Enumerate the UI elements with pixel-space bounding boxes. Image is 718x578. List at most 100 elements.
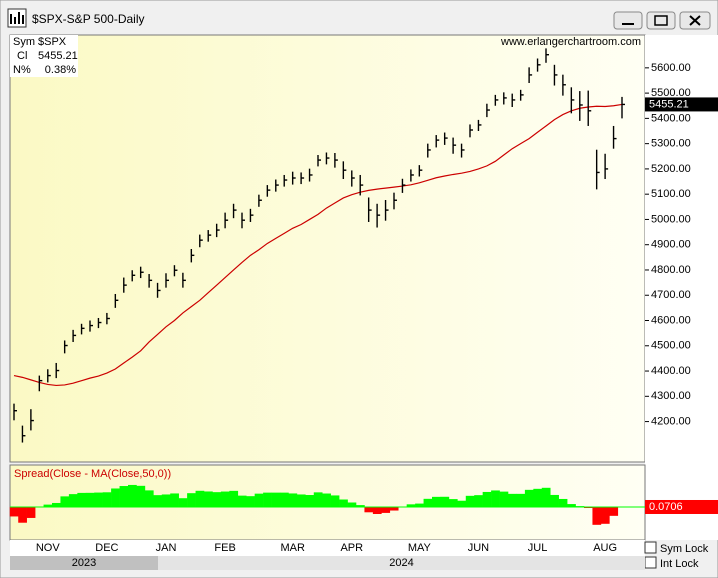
checkbox[interactable] — [644, 556, 657, 569]
spread-bar — [26, 506, 36, 518]
spread-bar — [128, 484, 137, 507]
spread-bar — [313, 492, 323, 507]
x-tick-label: APR — [340, 542, 363, 554]
spread-bar — [389, 506, 399, 511]
spread-bar — [457, 500, 467, 507]
spread-bar — [119, 486, 129, 507]
spread-bar — [584, 506, 593, 509]
spread-bar — [212, 492, 222, 507]
spread-bar — [508, 493, 517, 507]
spread-bar — [524, 489, 534, 507]
spread-bar — [474, 495, 483, 507]
x-tick-label: MAR — [280, 542, 305, 554]
app-icon-glyph — [10, 12, 24, 24]
checkbox[interactable] — [644, 541, 657, 554]
last-spread-label: 0.0706 — [649, 501, 683, 513]
int-lock[interactable]: Int Lock — [644, 556, 699, 570]
y-tick-label: 4600.00 — [651, 314, 691, 326]
last-spread-box — [645, 499, 718, 514]
spread-bar — [288, 493, 298, 507]
checkbox-label[interactable]: Sym Lock — [660, 543, 709, 555]
spread-bar — [516, 493, 526, 507]
spread-bar — [94, 492, 103, 507]
spread-bar — [364, 506, 374, 513]
spread-bar — [499, 491, 509, 507]
price-axis-area — [645, 35, 718, 540]
y-tick-label: 5100.00 — [651, 188, 691, 200]
info-value: 5455.21 — [38, 50, 78, 62]
spread-bar — [136, 485, 146, 507]
app-icon — [7, 8, 27, 28]
info-box — [10, 35, 78, 77]
x-tick-label: JAN — [156, 542, 177, 554]
window-buttons[interactable] — [613, 11, 711, 30]
spread-bar — [440, 496, 450, 507]
spread-bar — [271, 492, 281, 507]
x-tick-label: MAY — [408, 542, 432, 554]
info-label: Sym — [13, 36, 35, 48]
sym-lock[interactable]: Sym Lock — [644, 541, 709, 555]
info-value: $SPX — [38, 36, 67, 48]
y-tick-label: 4900.00 — [651, 239, 691, 251]
spread-bar — [195, 490, 205, 507]
spread-bar — [280, 492, 289, 507]
spread-bar — [144, 490, 154, 507]
spread-bar — [43, 504, 53, 507]
spread-bar — [558, 498, 568, 507]
spread-bar — [482, 491, 492, 507]
price-panel — [9, 34, 646, 463]
spread-bar — [600, 506, 610, 524]
spread-bar — [415, 503, 424, 507]
x-tick-label: JUL — [528, 542, 548, 554]
y-tick-label: 5500.00 — [651, 87, 691, 99]
spread-bar — [406, 504, 416, 507]
spread-bar — [609, 506, 619, 516]
spread-bar — [9, 506, 19, 517]
spread-bar — [60, 496, 70, 507]
minimize-button[interactable] — [613, 11, 643, 30]
y-tick-label: 5600.00 — [651, 62, 691, 74]
close-glyph — [689, 15, 701, 26]
spread-bar — [85, 492, 95, 507]
spread-bar — [52, 502, 61, 507]
y-tick-label: 5200.00 — [651, 163, 691, 175]
spread-bar — [372, 506, 382, 515]
spread-bar — [237, 495, 247, 507]
y-tick-label: 4700.00 — [651, 289, 691, 301]
spread-bar — [567, 504, 576, 507]
y-tick-label: 5000.00 — [651, 213, 691, 225]
spread-bar — [533, 488, 543, 507]
info-label: N% — [13, 64, 31, 76]
spread-bar — [111, 488, 120, 507]
spread-bar — [339, 499, 348, 507]
checkbox-label[interactable]: Int Lock — [660, 558, 699, 570]
spread-bar — [347, 502, 357, 507]
spread-bar — [381, 506, 391, 513]
y-tick-label: 5400.00 — [651, 112, 691, 124]
spread-bar — [170, 493, 179, 507]
spread-bar — [220, 491, 230, 507]
moving-average — [13, 103, 623, 387]
info-label: Cl — [17, 50, 27, 62]
spread-title: Spread(Close - MA(Close,50,0)) — [14, 468, 171, 480]
spread-bar — [254, 493, 264, 507]
spread-bar — [102, 492, 112, 507]
spread-bar — [305, 495, 315, 507]
spread-bar — [161, 494, 171, 507]
spread-bar — [204, 491, 213, 507]
last-price-box — [645, 97, 718, 112]
spread-bar — [423, 498, 433, 507]
spread-bar — [18, 506, 27, 523]
spread-bar — [263, 492, 272, 507]
x-tick-label: JUN — [468, 542, 489, 554]
spread-bar — [68, 494, 78, 507]
x-tick-label: NOV — [36, 542, 61, 554]
spread-bar — [229, 490, 239, 507]
year-band — [158, 556, 645, 570]
maximize-button[interactable] — [646, 11, 676, 30]
maximize-glyph — [654, 15, 668, 26]
spread-bar — [77, 492, 87, 507]
spread-bar — [550, 494, 559, 507]
spread-bar — [432, 496, 441, 507]
